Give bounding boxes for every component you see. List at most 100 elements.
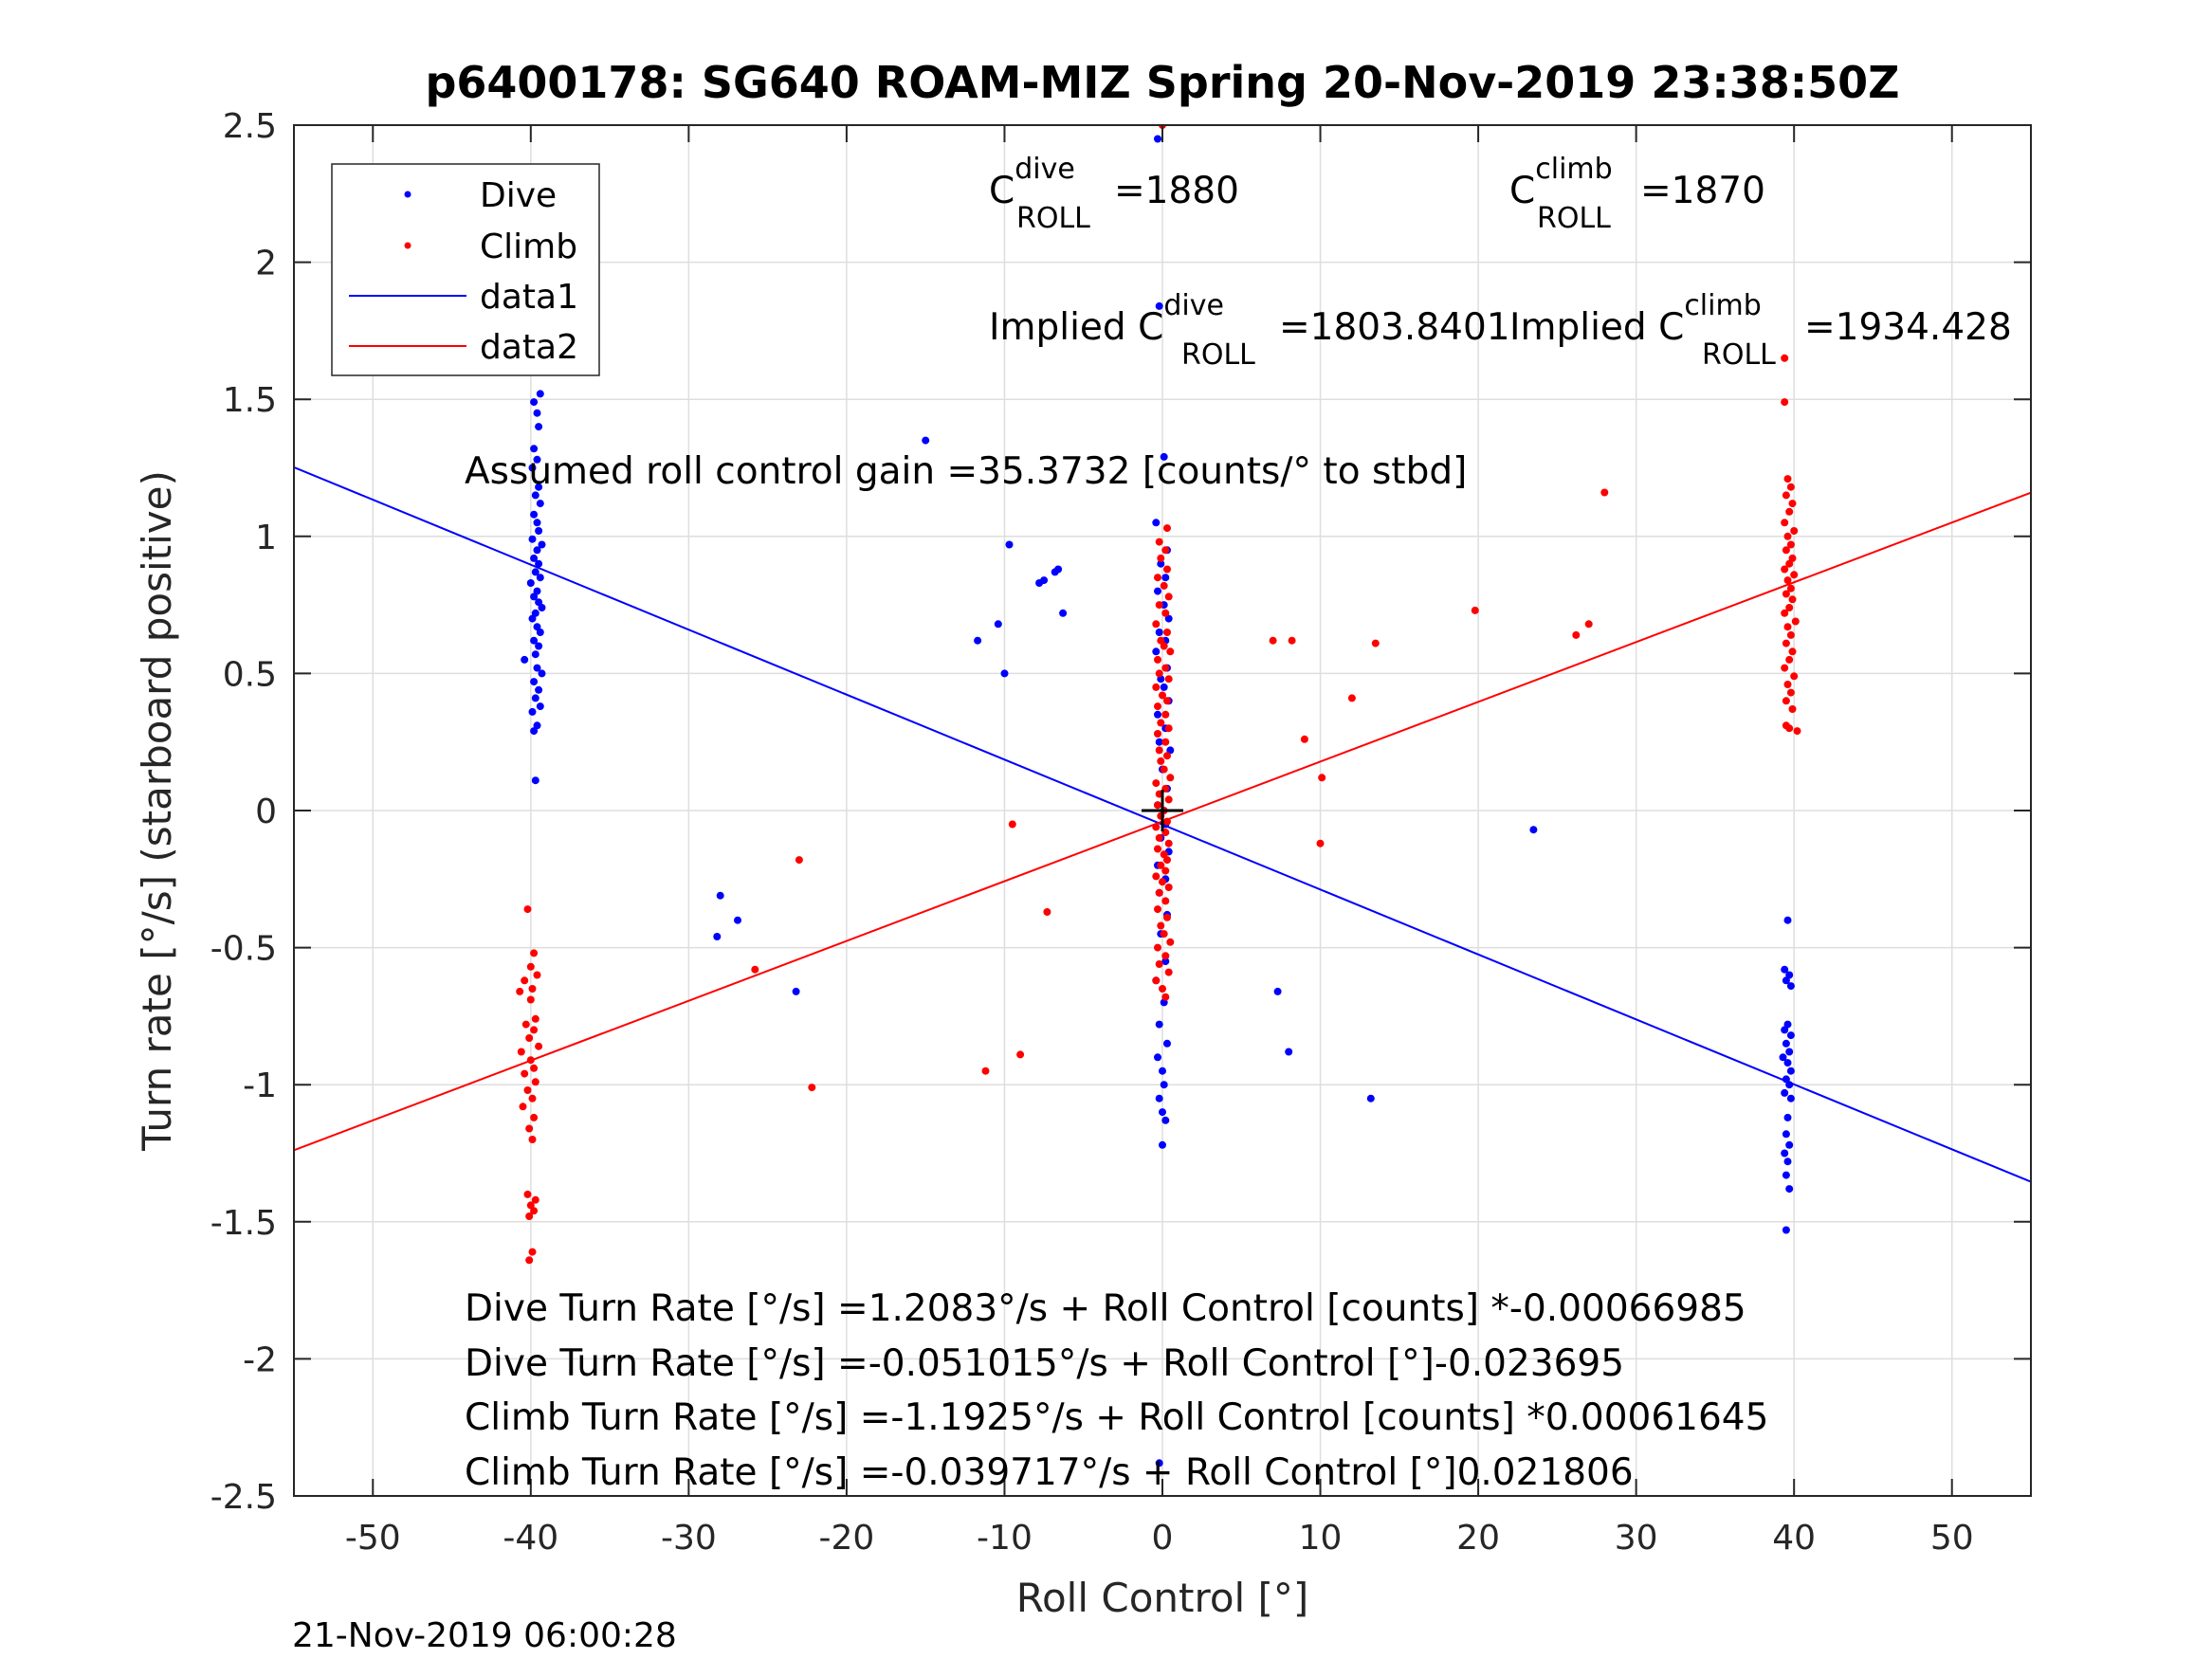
climb-point (1163, 817, 1171, 826)
climb-point (1788, 647, 1797, 656)
climb-point (1584, 620, 1593, 629)
dive-point (536, 500, 544, 508)
implied-climb-sup: climb (1684, 289, 1761, 322)
climb-point (1152, 823, 1161, 831)
dive-point (1785, 971, 1794, 979)
climb-point (1160, 850, 1168, 859)
climb-equation-counts: Climb Turn Rate [°/s] =-1.1925°/s + Roll… (465, 1396, 1768, 1439)
climb-point (1164, 968, 1173, 976)
dive-point (530, 592, 539, 601)
c-roll-climb-annotation: Cclimb ROLL =1870 (1509, 153, 1765, 235)
y-tick-label: -2.5 (210, 1478, 277, 1517)
climb-point (1782, 590, 1790, 598)
y-tick-label: 2.5 (223, 107, 277, 146)
dive-point (536, 390, 544, 398)
dive-point (535, 685, 543, 694)
x-tick-label: 0 (1152, 1519, 1174, 1558)
dive-point (1160, 452, 1168, 461)
dive-point (535, 423, 543, 431)
c-roll-dive-annotation: Cdive ROLL =1880 (989, 153, 1239, 235)
climb-point (531, 1014, 539, 1023)
dive-point (1000, 669, 1009, 678)
climb-point (1157, 757, 1165, 765)
legend-dive-label: Dive (480, 176, 557, 215)
climb-point (530, 949, 539, 957)
dive-point (1040, 576, 1049, 585)
climb-point (1785, 507, 1794, 516)
dive-point (1161, 1116, 1170, 1124)
dive-point (531, 776, 539, 785)
dive-point (536, 702, 544, 711)
climb-point (1155, 669, 1163, 678)
dive-point (994, 620, 1002, 629)
climb-point (1163, 565, 1171, 574)
climb-point (523, 1086, 532, 1094)
dive-point (531, 609, 539, 617)
dive-point (1782, 1039, 1790, 1048)
climb-point (1788, 705, 1797, 713)
dive-point (1054, 565, 1063, 574)
dive-point (1779, 1053, 1787, 1062)
climb-point (1791, 617, 1800, 626)
dive-point (1159, 1108, 1166, 1117)
dive-point (1783, 1020, 1792, 1029)
legend: Dive Climb data1 data2 (331, 163, 600, 376)
x-tick-label: -30 (661, 1519, 717, 1558)
dive-point (1152, 647, 1161, 656)
y-tick-label: -1 (243, 1066, 277, 1105)
legend-climb-label: Climb (480, 228, 577, 266)
dive-point (528, 614, 537, 623)
dive-point (1786, 982, 1795, 991)
dive-point (1285, 1048, 1293, 1056)
climb-point (1785, 559, 1794, 568)
dive-point (530, 678, 539, 686)
dive-point (536, 629, 544, 636)
climb-point (1269, 636, 1277, 645)
y-tick-label: 0 (255, 793, 277, 831)
dive-point (1782, 1130, 1790, 1139)
dive-point (531, 650, 539, 659)
implied-dive-sup: dive (1163, 289, 1224, 322)
climb-point (1788, 595, 1797, 604)
dive-point (716, 891, 724, 900)
dive-point (526, 579, 535, 587)
climb-point (1163, 752, 1171, 760)
climb-point (1793, 727, 1801, 736)
dive-point (538, 540, 546, 549)
climb-point (1371, 639, 1380, 647)
climb-point (795, 856, 803, 865)
roll-gain-annotation: Assumed roll control gain =35.3732 [coun… (465, 450, 1467, 493)
dive-point (1781, 965, 1789, 974)
climb-point (1783, 681, 1792, 688)
dive-point (535, 642, 543, 650)
c-roll-climb-sub: ROLL (1537, 202, 1611, 235)
dive-point (1785, 1048, 1794, 1056)
dive-point (531, 568, 539, 576)
dive-point (1160, 1081, 1168, 1089)
dive-point (1161, 574, 1170, 582)
climb-point (1785, 724, 1794, 733)
dive-point (1785, 1081, 1794, 1089)
climb-point (528, 1248, 537, 1256)
climb-point (531, 1195, 539, 1204)
dive-point (1781, 1088, 1789, 1097)
climb-point (1164, 724, 1173, 733)
climb-point (516, 987, 524, 995)
x-tick-label: 50 (1930, 1519, 1974, 1558)
climb-point (523, 1190, 532, 1198)
climb-point (530, 1026, 539, 1034)
climb-point (1161, 609, 1170, 617)
climb-point (525, 1124, 534, 1133)
climb-point (1160, 930, 1168, 939)
dive-point (734, 916, 741, 924)
dive-point (1155, 629, 1163, 636)
climb-point (1786, 540, 1795, 549)
axis-ticks: -50 -40 -30 -20 -10 0 10 20 30 40 50-2.5-2-1.5-1-0… (210, 107, 2031, 1558)
climb-point (1157, 554, 1165, 562)
dive-point (1161, 957, 1170, 966)
climb-point (1154, 702, 1161, 711)
dive-point (974, 636, 982, 645)
climb-point (1155, 746, 1163, 755)
dive-point (521, 655, 529, 664)
